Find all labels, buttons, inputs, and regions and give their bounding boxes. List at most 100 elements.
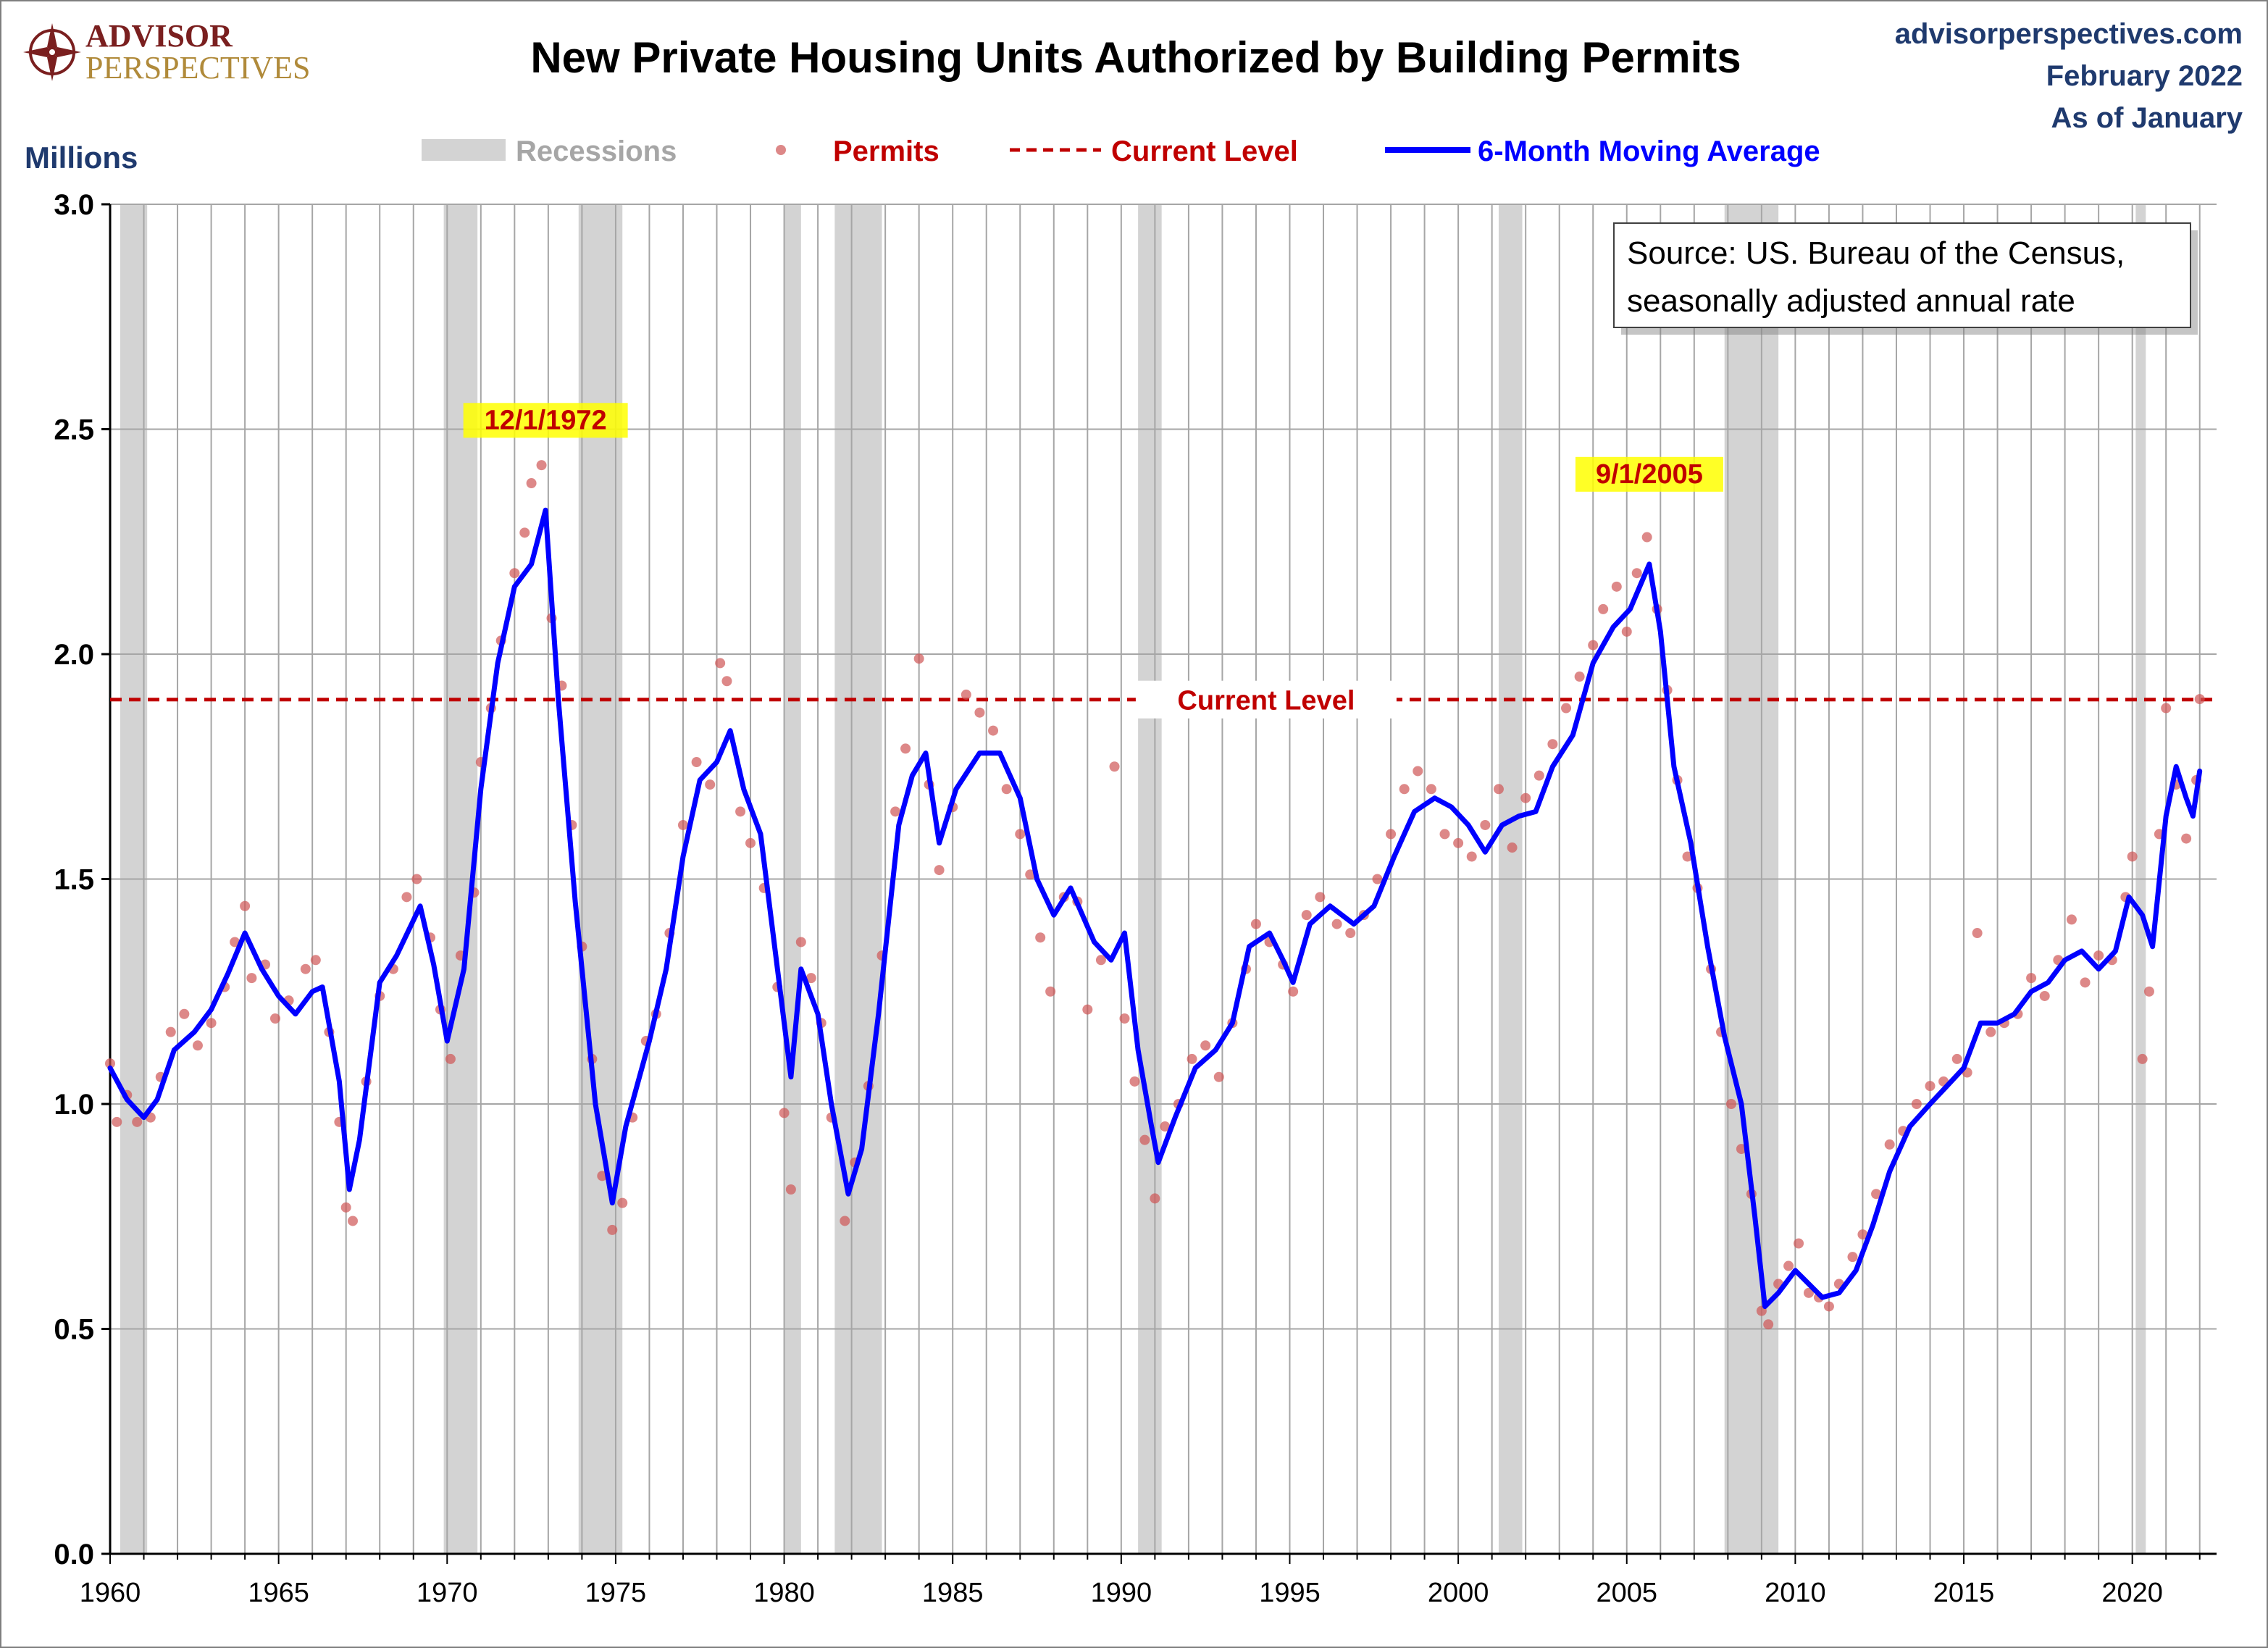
permit-point (1200, 1040, 1211, 1051)
permit-point (206, 1018, 217, 1029)
permit-point (1453, 837, 1464, 848)
permit-point (779, 1108, 790, 1118)
permit-point (1119, 1013, 1130, 1024)
permit-point (1611, 581, 1622, 592)
permit-point (246, 973, 257, 984)
permit-point (1794, 1238, 1804, 1249)
permit-point (691, 757, 702, 768)
y-tick-label: 2.5 (54, 414, 94, 446)
permit-point (1413, 766, 1423, 777)
permit-point (1783, 1260, 1794, 1271)
permit-point (526, 478, 537, 489)
permit-point (300, 963, 311, 974)
permit-point (1466, 851, 1477, 862)
permit-point (1187, 1053, 1197, 1064)
permit-point (1985, 1026, 1996, 1037)
legend-current-level-label: Current Level (1111, 135, 1298, 167)
permit-point (1345, 928, 1356, 939)
peak-annotation-bg (1575, 456, 1723, 492)
permit-point (961, 689, 971, 700)
permit-point (269, 1013, 280, 1024)
x-tick-label: 1960 (80, 1578, 141, 1608)
source-line-2: seasonally adjusted annual rate (1627, 283, 2075, 319)
permit-point (1109, 761, 1120, 772)
permit-point (677, 819, 688, 830)
permit-point (165, 1026, 176, 1037)
permit-point (617, 1197, 628, 1208)
permit-point (1682, 851, 1693, 862)
permit-point (721, 676, 732, 687)
permit-point (1399, 784, 1410, 795)
permit-point (2137, 1053, 2148, 1064)
peak-annotation-bg (463, 403, 628, 438)
permit-point (1847, 1252, 1858, 1263)
permit-point (1372, 874, 1383, 884)
permit-point (890, 806, 901, 817)
permit-point (1035, 932, 1046, 943)
permit-point (974, 707, 985, 718)
peak-annotation-label: 12/1/1972 (485, 405, 607, 435)
advisor-perspectives-logo: ADVISOR PERSPECTIVES (23, 18, 311, 85)
permit-point (1015, 829, 1026, 840)
legend-permits-label: Permits (833, 135, 940, 167)
permit-point (1588, 640, 1599, 651)
publish-date: February 2022 (2046, 60, 2243, 92)
permit-point (1001, 784, 1012, 795)
permit-point (411, 874, 422, 884)
legend-moving-average-label: 6-Month Moving Average (1478, 135, 1820, 167)
permit-point (310, 955, 321, 966)
permit-point (1857, 1229, 1868, 1240)
permit-point (1533, 770, 1544, 781)
y-tick-label: 2.0 (54, 639, 94, 671)
permit-point (1426, 784, 1436, 795)
permit-point (2026, 973, 2037, 984)
axes (101, 203, 2217, 1564)
x-tick-label: 2015 (1933, 1578, 1995, 1608)
x-tick-label: 2005 (1596, 1578, 1657, 1608)
permit-point (988, 725, 999, 736)
permit-point (348, 1216, 359, 1226)
permit-point (2194, 694, 2205, 705)
permit-point (2039, 990, 2050, 1001)
permit-point (2093, 950, 2104, 961)
x-tick-label: 1980 (753, 1578, 815, 1608)
permit-point (2066, 914, 2077, 925)
x-tick-label: 1990 (1091, 1578, 1152, 1608)
permit-point (1911, 1099, 1922, 1109)
permit-point (1520, 792, 1531, 803)
permit-point (1493, 784, 1504, 795)
permit-point (1315, 892, 1326, 903)
permit-point (1598, 603, 1609, 614)
permit-point (1972, 928, 1983, 939)
x-tick-label: 1975 (585, 1578, 647, 1608)
permit-point (795, 937, 806, 948)
permit-point (1621, 626, 1632, 637)
permit-point (1804, 1287, 1815, 1298)
permit-point (1160, 1121, 1171, 1132)
y-tick-label: 1.5 (54, 864, 94, 896)
x-tick-label: 2010 (1765, 1578, 1826, 1608)
permit-point (913, 653, 924, 664)
permit-point (179, 1008, 190, 1019)
permit-point (240, 900, 251, 911)
permit-point (705, 779, 716, 790)
permit-point (1095, 955, 1106, 966)
permit-point (607, 1224, 618, 1235)
legend-recessions-label: Recessions (516, 135, 677, 167)
permit-point (1725, 1099, 1736, 1109)
permit-point (1884, 1139, 1895, 1150)
permit-point (1631, 568, 1642, 579)
permit-point (340, 1202, 351, 1213)
permit-point (900, 743, 911, 754)
logo-line-advisor: ADVISOR (85, 18, 233, 54)
permit-point (1288, 986, 1299, 997)
permit-point (1129, 1076, 1140, 1087)
x-tick-label: 1995 (1259, 1578, 1321, 1608)
compass-icon (23, 23, 81, 81)
moving-average-line (107, 507, 2203, 1309)
logo-line-perspectives: PERSPECTIVES (85, 50, 311, 85)
permit-point (1736, 1144, 1746, 1155)
permit-point (1045, 986, 1056, 997)
permit-point (805, 973, 816, 984)
